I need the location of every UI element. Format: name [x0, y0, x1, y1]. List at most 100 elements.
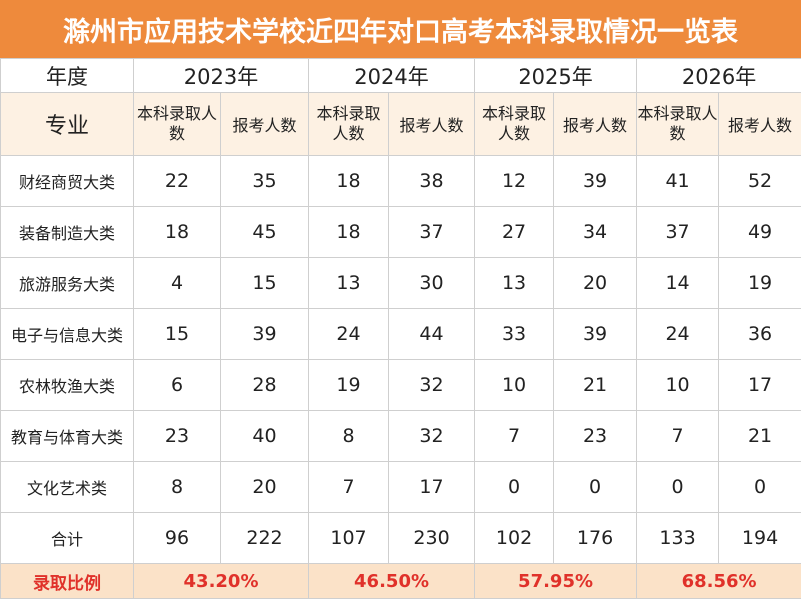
applicants-cell: 0	[553, 461, 638, 513]
applicants-cell: 28	[219, 359, 310, 411]
total-cell: 96	[133, 512, 221, 564]
table-row: 文化艺术类 8 20 7 17 0 0 0 0	[0, 461, 801, 513]
admitted-cell: 41	[636, 155, 720, 207]
total-row: 合计 96 222 107 230 102 176 133 194	[0, 512, 801, 564]
category-cell: 旅游服务大类	[0, 257, 134, 309]
table-row: 财经商贸大类 22 35 18 38 12 39 41 52	[0, 155, 801, 207]
table-row: 农林牧渔大类 6 28 19 32 10 21 10 17	[0, 359, 801, 411]
ratio-label: 录取比例	[0, 563, 134, 599]
applicants-cell: 40	[219, 410, 310, 462]
admitted-cell: 18	[308, 206, 390, 258]
ratio-cell: 57.95%	[474, 563, 638, 599]
applicants-cell: 39	[553, 155, 638, 207]
ratio-cell: 43.20%	[132, 563, 310, 599]
admitted-cell: 7	[308, 461, 390, 513]
applicants-cell: 34	[553, 206, 638, 258]
applicants-cell: 45	[219, 206, 310, 258]
page-title: 滁州市应用技术学校近四年对口高考本科录取情况一览表	[0, 0, 801, 58]
admitted-header: 本科录取人数	[133, 92, 221, 156]
admitted-cell: 18	[308, 155, 390, 207]
year-row: 年度 2023年 2024年 2025年 2026年	[0, 58, 801, 93]
applicants-cell: 30	[388, 257, 476, 309]
category-cell: 电子与信息大类	[0, 308, 134, 360]
total-cell: 230	[388, 512, 476, 564]
year-header: 2023年	[132, 58, 310, 93]
applicants-cell: 20	[219, 461, 310, 513]
applicants-cell: 38	[388, 155, 476, 207]
category-cell: 教育与体育大类	[0, 410, 134, 462]
admitted-cell: 7	[474, 410, 555, 462]
column-header-row: 专业 本科录取人数 报考人数 本科录取人数 报考人数 本科录取人数 报考人数 本…	[0, 92, 801, 156]
admitted-cell: 22	[133, 155, 221, 207]
total-cell: 176	[553, 512, 638, 564]
total-label: 合计	[0, 512, 134, 564]
applicants-cell: 32	[388, 410, 476, 462]
category-cell: 农林牧渔大类	[0, 359, 134, 411]
admitted-header: 本科录取人数	[636, 92, 720, 156]
applicants-cell: 17	[718, 359, 801, 411]
admitted-cell: 12	[474, 155, 555, 207]
table-row: 装备制造大类 18 45 18 37 27 34 37 49	[0, 206, 801, 258]
admitted-cell: 6	[133, 359, 221, 411]
applicants-cell: 39	[219, 308, 310, 360]
admitted-cell: 4	[133, 257, 221, 309]
year-header: 2025年	[474, 58, 638, 93]
applicants-cell: 39	[553, 308, 638, 360]
applicants-header: 报考人数	[718, 92, 801, 156]
major-label: 专业	[0, 92, 134, 156]
applicants-cell: 36	[718, 308, 801, 360]
applicants-header: 报考人数	[388, 92, 476, 156]
admitted-cell: 13	[308, 257, 390, 309]
total-cell: 102	[474, 512, 555, 564]
admitted-cell: 18	[133, 206, 221, 258]
applicants-cell: 52	[718, 155, 801, 207]
admitted-cell: 8	[133, 461, 221, 513]
table-row: 教育与体育大类 23 40 8 32 7 23 7 21	[0, 410, 801, 462]
admitted-cell: 8	[308, 410, 390, 462]
admitted-cell: 27	[474, 206, 555, 258]
applicants-cell: 35	[219, 155, 310, 207]
category-cell: 装备制造大类	[0, 206, 134, 258]
total-cell: 194	[718, 512, 801, 564]
applicants-cell: 37	[388, 206, 476, 258]
admitted-header: 本科录取人数	[474, 92, 555, 156]
admitted-cell: 10	[474, 359, 555, 411]
applicants-cell: 15	[219, 257, 310, 309]
admitted-header: 本科录取人数	[308, 92, 390, 156]
total-cell: 107	[308, 512, 390, 564]
applicants-cell: 21	[553, 359, 638, 411]
category-cell: 财经商贸大类	[0, 155, 134, 207]
table-row: 旅游服务大类 4 15 13 30 13 20 14 19	[0, 257, 801, 309]
category-cell: 文化艺术类	[0, 461, 134, 513]
admitted-cell: 0	[636, 461, 720, 513]
admitted-cell: 24	[636, 308, 720, 360]
ratio-cell: 46.50%	[308, 563, 476, 599]
ratio-cell: 68.56%	[636, 563, 801, 599]
applicants-cell: 44	[388, 308, 476, 360]
applicants-cell: 32	[388, 359, 476, 411]
admitted-cell: 37	[636, 206, 720, 258]
total-cell: 133	[636, 512, 720, 564]
table-row: 电子与信息大类 15 39 24 44 33 39 24 36	[0, 308, 801, 360]
admitted-cell: 23	[133, 410, 221, 462]
admitted-cell: 0	[474, 461, 555, 513]
admitted-cell: 19	[308, 359, 390, 411]
admitted-cell: 14	[636, 257, 720, 309]
admission-table: 年度 2023年 2024年 2025年 2026年 专业 本科录取人数 报考人…	[0, 58, 801, 599]
applicants-cell: 0	[718, 461, 801, 513]
admitted-cell: 24	[308, 308, 390, 360]
year-header: 2026年	[636, 58, 801, 93]
applicants-cell: 19	[718, 257, 801, 309]
applicants-cell: 23	[553, 410, 638, 462]
year-header: 2024年	[308, 58, 476, 93]
ratio-row: 录取比例 43.20% 46.50% 57.95% 68.56%	[0, 563, 801, 599]
admitted-cell: 33	[474, 308, 555, 360]
applicants-cell: 49	[718, 206, 801, 258]
admitted-cell: 7	[636, 410, 720, 462]
applicants-cell: 21	[718, 410, 801, 462]
admitted-cell: 15	[133, 308, 221, 360]
applicants-cell: 20	[553, 257, 638, 309]
applicants-header: 报考人数	[553, 92, 638, 156]
admitted-cell: 13	[474, 257, 555, 309]
total-cell: 222	[219, 512, 310, 564]
